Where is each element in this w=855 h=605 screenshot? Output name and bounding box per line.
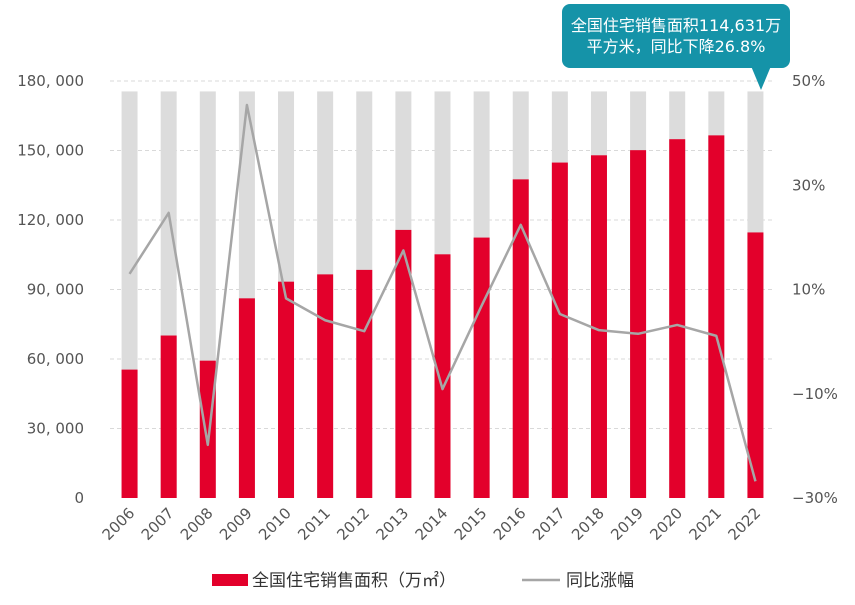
line-series [128, 103, 757, 482]
bar-2017 [551, 162, 568, 498]
x-tick-label: 2009 [216, 504, 256, 544]
y-left-tick-label: 120, 000 [17, 211, 84, 229]
legend-swatch-bar [212, 574, 248, 586]
annotation-line-1: 全国住宅销售面积114,631万 [570, 16, 782, 35]
x-tick-label: 2012 [333, 504, 373, 544]
legend-label-line: 同比涨幅 [566, 571, 634, 591]
bar-series [121, 135, 764, 499]
annotation-pointer [751, 66, 771, 90]
x-tick-label: 2016 [490, 504, 530, 544]
bar-2021 [708, 135, 725, 498]
x-tick-label: 2020 [646, 504, 686, 544]
x-tick-label: 2018 [568, 504, 608, 544]
bar-2013 [395, 229, 412, 498]
y-left-tick-label: 0 [74, 489, 84, 507]
y-right-tick-label: −30% [792, 489, 838, 507]
x-tick-label: 2008 [177, 504, 217, 544]
y-right-tick-label: 50% [792, 72, 825, 90]
x-tick-label: 2021 [685, 504, 725, 544]
bar-2016 [512, 179, 529, 498]
y-axis-left: 0 30, 000 60, 000 90, 000 120, 000 150, 000 18… [17, 72, 84, 507]
x-tick-label: 2010 [255, 504, 295, 544]
x-tick-label: 2007 [138, 504, 178, 544]
x-tick-label: 2017 [529, 504, 569, 544]
bar-2020 [669, 139, 686, 499]
x-tick-label: 2014 [412, 504, 452, 544]
y-axis-right: −30% −10% 10% 30% 50% [792, 72, 838, 507]
legend: 全国住宅销售面积（万㎡） 同比涨幅 [212, 571, 634, 591]
bar-2009 [238, 298, 255, 498]
bar-2019 [630, 150, 647, 499]
bar-2014 [434, 254, 451, 498]
bar-2010 [278, 281, 295, 498]
bar-2008 [199, 360, 216, 498]
y-right-tick-label: −10% [792, 385, 838, 403]
bar-2007 [160, 335, 177, 498]
bar-2015 [473, 237, 490, 499]
y-left-tick-label: 150, 000 [17, 142, 84, 160]
y-left-tick-label: 180, 000 [17, 72, 84, 90]
bar-2006 [121, 369, 138, 498]
y-left-tick-label: 30, 000 [27, 420, 84, 438]
bar-2011 [317, 274, 334, 498]
annotation-line-2: 平方米，同比下降26.8% [586, 37, 766, 56]
y-left-tick-label: 90, 000 [27, 281, 84, 299]
y-left-tick-label: 60, 000 [27, 350, 84, 368]
x-tick-label: 2006 [99, 504, 139, 544]
x-tick-label: 2022 [725, 504, 765, 544]
y-right-tick-label: 10% [792, 281, 825, 299]
annotation-callout: 全国住宅销售面积114,631万 平方米，同比下降26.8% [562, 4, 790, 68]
x-tick-label: 2011 [294, 504, 334, 544]
legend-label-bar: 全国住宅销售面积（万㎡） [252, 571, 456, 591]
x-tick-label: 2013 [372, 504, 412, 544]
x-axis: 2006 2007 2008 2009 2010 2011 2012 2013 2014 2015… [99, 504, 765, 544]
x-tick-label: 2019 [607, 504, 647, 544]
bar-2012 [356, 269, 373, 498]
x-tick-label: 2015 [451, 504, 491, 544]
bar-2018 [590, 155, 607, 498]
bar-2022 [747, 232, 764, 499]
y-right-tick-label: 30% [792, 176, 825, 194]
